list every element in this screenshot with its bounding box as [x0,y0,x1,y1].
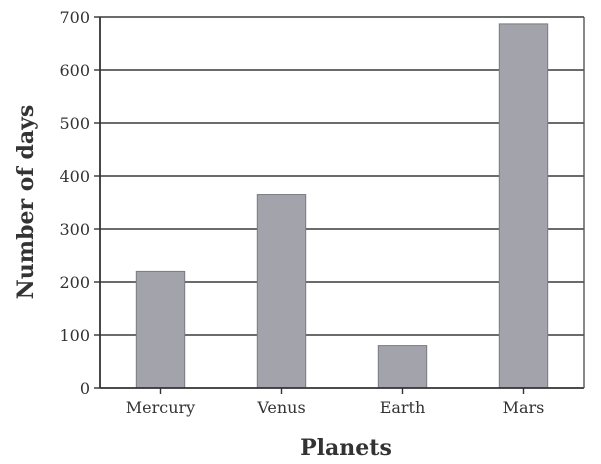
bars [135,23,549,389]
y-tick-label: 0 [80,379,90,398]
x-tick-label-venus: Venus [256,398,305,417]
axes [94,16,585,394]
x-tick-label-mercury: Mercury [126,398,195,417]
x-tick-label-earth: Earth [380,398,426,417]
bar-mars [498,23,549,389]
y-tick-label: 400 [59,167,90,186]
y-tick-label: 500 [59,114,90,133]
y-tick-label: 200 [59,273,90,292]
x-axis-title: Planets [300,435,392,461]
y-tick-labels: 0 100 200 300 400 500 600 700 [59,8,90,398]
x-tick-labels: Mercury Venus Earth Mars [126,398,545,417]
y-tick-label: 300 [59,220,90,239]
x-tick-label-mars: Mars [503,398,545,417]
y-tick-label: 700 [59,8,90,27]
y-tick-label: 600 [59,61,90,80]
y-tick-label: 100 [59,326,90,345]
bar-earth [377,345,428,389]
bar-mercury [135,270,186,389]
bar-venus [256,194,307,389]
y-axis-title: Number of days [13,105,39,300]
